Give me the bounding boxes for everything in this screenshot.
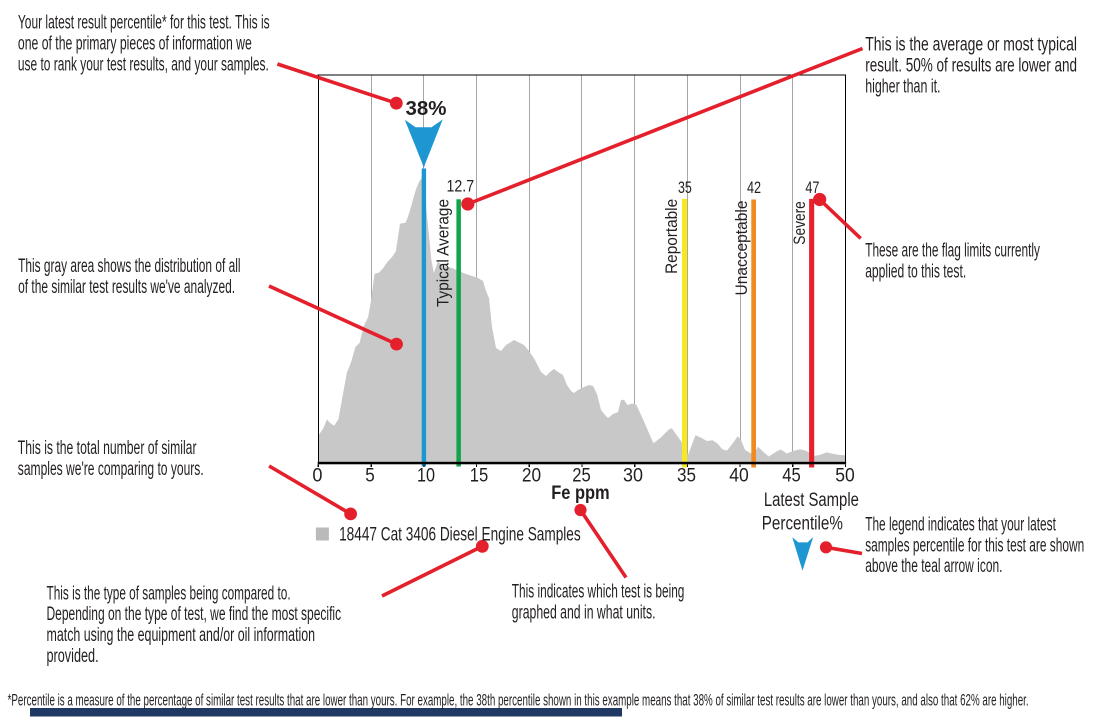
svg-text:Depending on the type of test,: Depending on the type of test, we find t… <box>47 604 342 625</box>
svg-text:Reportable: Reportable <box>662 199 681 274</box>
svg-text:Fe ppm: Fe ppm <box>551 482 610 504</box>
svg-text:one of the primary pieces of i: one of the primary pieces of information… <box>18 34 252 55</box>
svg-text:*Percentile is a measure of th: *Percentile is a measure of the percenta… <box>8 692 1029 710</box>
svg-text:Severe: Severe <box>790 201 809 245</box>
svg-text:applied to this test.: applied to this test. <box>865 261 966 282</box>
svg-text:15: 15 <box>470 465 489 487</box>
svg-text:35: 35 <box>677 465 696 487</box>
svg-text:This indicates which test is b: This indicates which test is being <box>512 582 685 603</box>
svg-text:12.7: 12.7 <box>447 177 475 196</box>
svg-text:The legend indicates that your: The legend indicates that your latest <box>865 515 1056 536</box>
svg-text:match using the equipment and/: match using the equipment and/or oil inf… <box>47 625 316 646</box>
svg-text:above the teal arrow icon.: above the teal arrow icon. <box>865 556 1002 577</box>
svg-text:25: 25 <box>572 465 591 487</box>
svg-text:Your latest result percentile*: Your latest result percentile* for this … <box>18 13 270 34</box>
svg-text:graphed and in what units.: graphed and in what units. <box>512 602 656 623</box>
svg-text:result. 50% of results are low: result. 50% of results are lower and <box>865 56 1077 77</box>
svg-text:40: 40 <box>729 465 749 487</box>
svg-text:samples we're comparing to you: samples we're comparing to yours. <box>18 459 204 480</box>
svg-text:47: 47 <box>805 178 819 197</box>
svg-text:5: 5 <box>365 465 375 487</box>
svg-text:These are the flag limits curr: These are the flag limits currently <box>865 241 1040 262</box>
svg-text:Typical Average: Typical Average <box>434 199 453 307</box>
svg-text:This gray area shows the distr: This gray area shows the distribution of… <box>18 256 240 277</box>
svg-text:50: 50 <box>835 465 855 487</box>
svg-text:Unacceptable: Unacceptable <box>732 201 751 296</box>
svg-text:0: 0 <box>312 465 322 487</box>
svg-text:of the similar test results we: of the similar test results we've analyz… <box>18 277 235 298</box>
svg-text:38%: 38% <box>406 97 447 120</box>
svg-text:18447 Cat 3406 Diesel Engine S: 18447 Cat 3406 Diesel Engine Samples <box>339 524 581 546</box>
svg-text:provided.: provided. <box>47 646 99 667</box>
svg-text:30: 30 <box>623 465 643 487</box>
svg-text:45: 45 <box>782 465 801 487</box>
svg-text:higher than it.: higher than it. <box>865 77 940 98</box>
svg-text:35: 35 <box>678 178 692 197</box>
svg-text:Latest Sample: Latest Sample <box>764 490 859 511</box>
svg-text:42: 42 <box>747 178 761 197</box>
svg-text:Percentile%: Percentile% <box>762 514 843 535</box>
svg-text:This is the type of samples be: This is the type of samples being compar… <box>47 583 291 604</box>
svg-text:This is the total number of si: This is the total number of similar <box>18 438 197 459</box>
svg-text:10: 10 <box>417 465 435 487</box>
svg-text:use to rank your test results,: use to rank your test results, and your … <box>18 55 269 76</box>
svg-text:20: 20 <box>522 465 541 487</box>
svg-text:This is the average or most ty: This is the average or most typical <box>865 35 1077 56</box>
svg-text:samples percentile for this te: samples percentile for this test are sho… <box>865 535 1084 556</box>
